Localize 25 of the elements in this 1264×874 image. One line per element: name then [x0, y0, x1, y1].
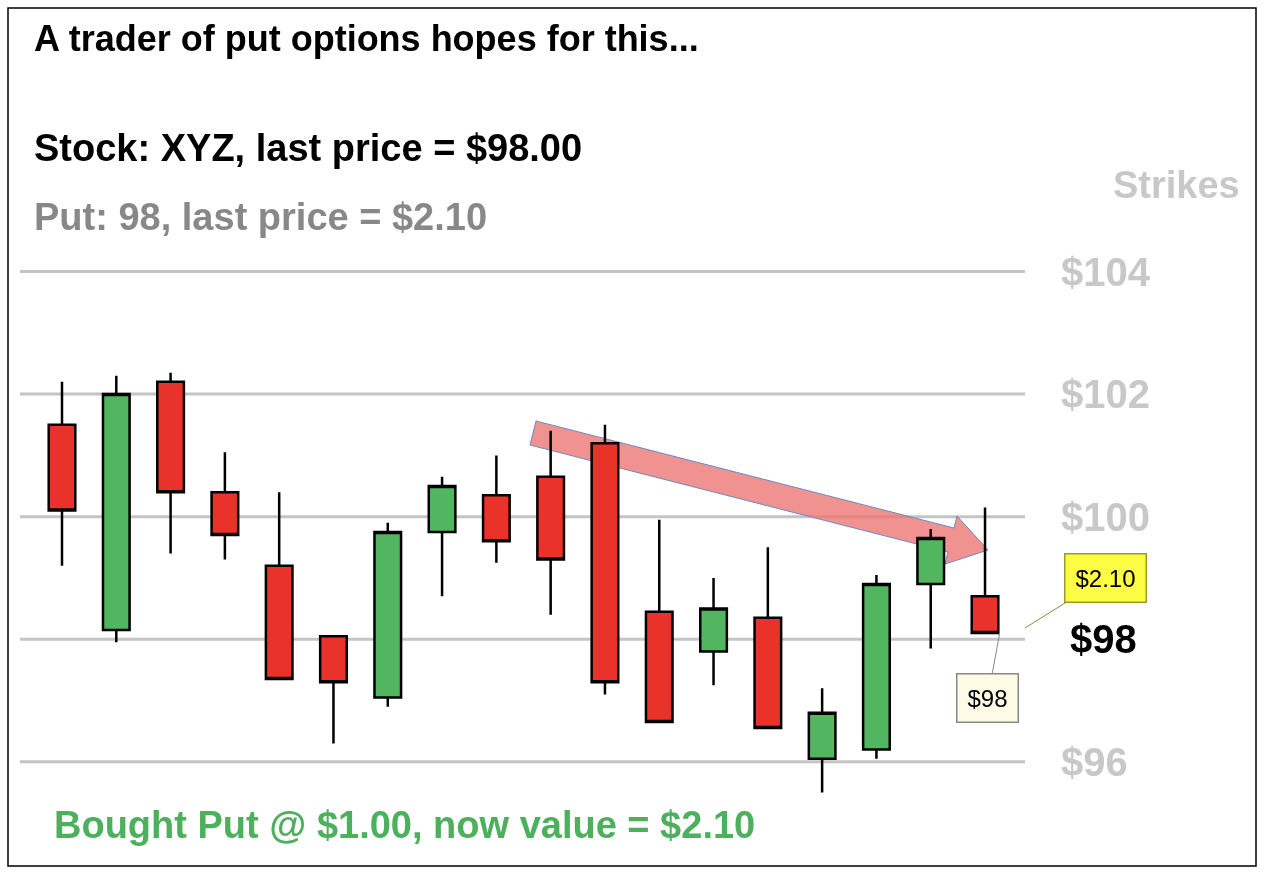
candlestick [47, 380, 77, 567]
chart-title: A trader of put options hopes for this... [34, 18, 699, 59]
candlestick [644, 518, 674, 724]
text: $2.10 [1075, 564, 1136, 592]
candlestick [101, 374, 131, 644]
candlestick [698, 576, 729, 687]
annotation: $98 [967, 684, 1008, 712]
candlestick [807, 687, 837, 794]
text: $98 [1070, 617, 1137, 661]
candlestick [427, 475, 457, 598]
candlestick [590, 423, 620, 696]
candlestick [970, 506, 1000, 635]
candlestick [536, 429, 566, 616]
candlestick [373, 521, 403, 708]
candlestick [753, 546, 783, 730]
candlestick [318, 634, 349, 745]
candlestick [156, 371, 186, 555]
candlestick [861, 573, 891, 760]
candlestick [210, 451, 240, 561]
annotation: Bought Put @ $1.00, now value = $2.10 [54, 804, 756, 846]
text: Stock: XYZ, last price = $98.00 [34, 127, 583, 169]
annotation: Put: 98, last price = $2.10 [34, 196, 488, 238]
candlestick [481, 454, 511, 564]
candlestick [264, 490, 294, 681]
candlestick [916, 527, 946, 650]
